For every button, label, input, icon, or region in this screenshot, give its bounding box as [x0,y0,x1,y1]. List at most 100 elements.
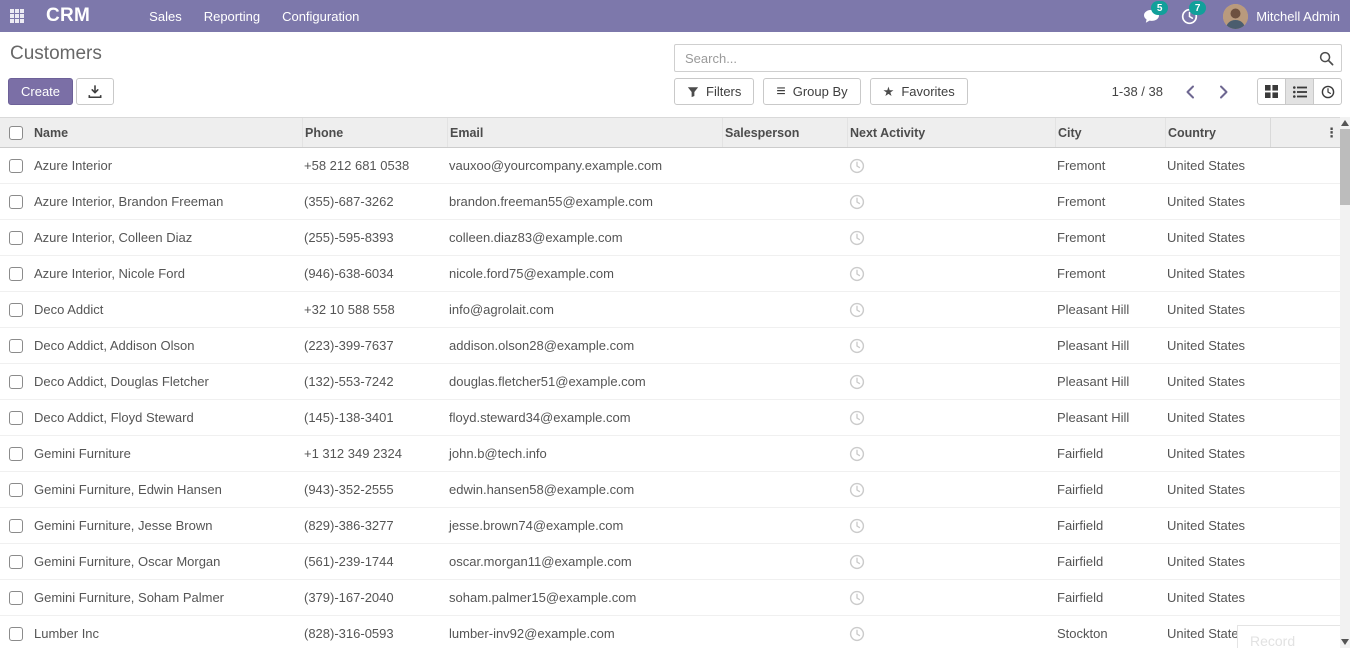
search-button[interactable] [1311,45,1341,71]
row-checkbox[interactable] [9,302,23,317]
cell-next-activity [847,410,1055,426]
column-header-country[interactable]: Country [1165,118,1270,147]
cell-phone: (355)-687-3262 [304,194,394,209]
table-row[interactable]: Gemini Furniture, Soham Palmer (379)-167… [0,580,1350,616]
messages-button[interactable]: 5 [1141,1,1169,26]
table-row[interactable]: Lumber Inc (828)-316-0593 lumber-inv92@e… [0,616,1350,648]
table-row[interactable]: Deco Addict +32 10 588 558 info@agrolait… [0,292,1350,328]
activities-button[interactable]: 7 [1179,1,1207,26]
row-checkbox[interactable] [9,266,23,281]
cell-city: Fremont [1057,266,1106,281]
view-switcher [1257,78,1342,105]
apps-menu-button[interactable] [0,0,34,32]
schedule-activity-clock-icon[interactable] [849,338,865,354]
cell-phone: (379)-167-2040 [304,590,394,605]
schedule-activity-clock-icon[interactable] [849,302,865,318]
cell-email: edwin.hansen58@example.com [449,482,635,497]
table-row[interactable]: Gemini Furniture, Jesse Brown (829)-386-… [0,508,1350,544]
cell-name: Azure Interior, Brandon Freeman [34,194,224,209]
row-checkbox[interactable] [9,338,23,353]
select-all-checkbox[interactable] [9,125,23,140]
row-checkbox[interactable] [9,482,23,497]
row-checkbox[interactable] [9,194,23,209]
kanban-view-button[interactable] [1257,78,1286,105]
pager-previous-button[interactable] [1183,83,1197,101]
schedule-activity-clock-icon[interactable] [849,158,865,174]
schedule-activity-clock-icon[interactable] [849,590,865,606]
column-header-name[interactable]: Name [34,125,69,140]
cell-name: Gemini Furniture, Oscar Morgan [34,554,221,569]
schedule-activity-clock-icon[interactable] [849,374,865,390]
column-header-phone[interactable]: Phone [302,118,447,147]
scroll-down-arrow-icon[interactable] [1341,639,1349,645]
table-row[interactable]: Deco Addict, Douglas Fletcher (132)-553-… [0,364,1350,400]
group-by-label: Group By [792,84,848,99]
scrollbar-thumb[interactable] [1340,129,1350,205]
schedule-activity-clock-icon[interactable] [849,446,865,462]
optional-columns-icon[interactable]: ⋮ [1325,125,1338,140]
vertical-scrollbar[interactable] [1340,117,1350,648]
row-checkbox[interactable] [9,554,23,569]
table-row[interactable]: Gemini Furniture, Oscar Morgan (561)-239… [0,544,1350,580]
create-button[interactable]: Create [8,78,74,105]
cell-email: douglas.fletcher51@example.com [449,374,646,389]
schedule-activity-clock-icon[interactable] [849,410,865,426]
schedule-activity-clock-icon[interactable] [849,518,865,534]
list-view-button[interactable] [1285,78,1314,105]
column-header-next-activity[interactable]: Next Activity [847,118,1055,147]
column-header-email[interactable]: Email [447,118,722,147]
activity-view-button[interactable] [1313,78,1342,105]
schedule-activity-clock-icon[interactable] [849,482,865,498]
filters-button[interactable]: Filters [674,78,755,105]
filter-row: Filters ≡ Group By ★ Favorites 1-38 / 38 [674,78,1342,105]
search-bar [674,44,1342,72]
cell-city: Pleasant Hill [1057,338,1130,353]
row-checkbox[interactable] [9,158,23,173]
search-input[interactable] [675,45,1311,71]
column-header-salesperson[interactable]: Salesperson [722,118,847,147]
cell-country: United States [1167,338,1246,353]
scroll-up-arrow-icon[interactable] [1341,120,1349,126]
nav-menu-reporting[interactable]: Reporting [203,8,261,24]
schedule-activity-clock-icon[interactable] [849,626,865,642]
user-menu[interactable]: Mitchell Admin [1223,3,1340,29]
row-checkbox[interactable] [9,518,23,533]
control-panel: Customers Create Filters ≡ Group By [0,32,1350,117]
column-header-city[interactable]: City [1055,118,1165,147]
cell-next-activity [847,338,1055,354]
cell-next-activity [847,626,1055,642]
row-checkbox[interactable] [9,446,23,461]
schedule-activity-clock-icon[interactable] [849,230,865,246]
table-row[interactable]: Deco Addict, Floyd Steward (145)-138-340… [0,400,1350,436]
app-name[interactable]: CRM [46,5,91,26]
table-row[interactable]: Azure Interior, Nicole Ford (946)-638-60… [0,256,1350,292]
nav-menu-configuration[interactable]: Configuration [282,8,360,24]
row-checkbox[interactable] [9,374,23,389]
row-checkbox[interactable] [9,590,23,605]
table-row[interactable]: Azure Interior +58 212 681 0538 vauxoo@y… [0,148,1350,184]
nav-menu-sales[interactable]: Sales [149,8,182,24]
schedule-activity-clock-icon[interactable] [849,266,865,282]
cell-next-activity [847,230,1055,246]
schedule-activity-clock-icon[interactable] [849,194,865,210]
table-row[interactable]: Azure Interior, Colleen Diaz (255)-595-8… [0,220,1350,256]
group-by-button[interactable]: ≡ Group By [763,78,861,105]
cell-email: info@agrolait.com [449,302,554,317]
table-row[interactable]: Gemini Furniture, Edwin Hansen (943)-352… [0,472,1350,508]
table-row[interactable]: Deco Addict, Addison Olson (223)-399-763… [0,328,1350,364]
table-row[interactable]: Gemini Furniture +1 312 349 2324 john.b@… [0,436,1350,472]
export-button[interactable] [76,78,115,105]
favorites-button[interactable]: ★ Favorites [869,78,968,105]
schedule-activity-clock-icon[interactable] [849,554,865,570]
activity-clock-view-icon [1321,85,1335,99]
row-select-cell [0,626,32,641]
row-checkbox[interactable] [9,410,23,425]
cell-email: john.b@tech.info [449,446,547,461]
cell-phone: +1 312 349 2324 [304,446,402,461]
pager-next-button[interactable] [1217,83,1231,101]
favorites-label: Favorites [901,84,955,99]
cell-email: jesse.brown74@example.com [449,518,624,533]
row-checkbox[interactable] [9,230,23,245]
row-checkbox[interactable] [9,626,23,641]
table-row[interactable]: Azure Interior, Brandon Freeman (355)-68… [0,184,1350,220]
